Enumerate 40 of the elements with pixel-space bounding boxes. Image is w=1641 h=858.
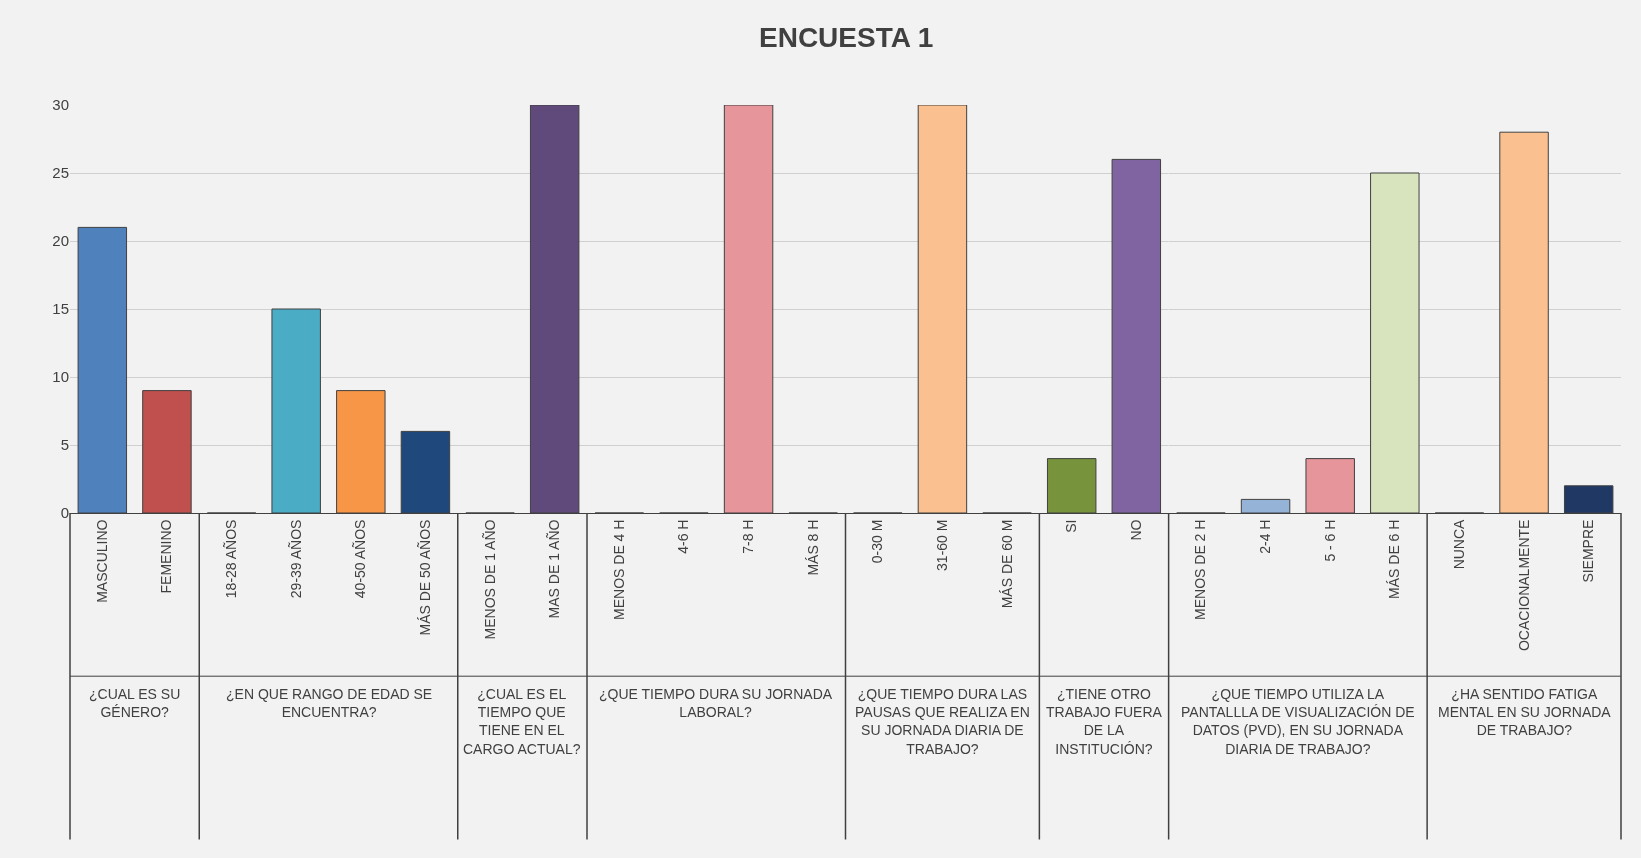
x-tick-label: 2-4 H [1257, 519, 1274, 554]
x-tick-label: MENOS DE 1 AÑO [481, 519, 498, 640]
x-tick-label: NUNCA [1450, 518, 1467, 570]
x-tick-label: 31-60 M [933, 519, 950, 571]
y-tick-label: 25 [52, 164, 69, 182]
x-tick-label: MAS DE 1 AÑO [546, 519, 563, 619]
x-tick-label: 18-28 AÑOS [223, 519, 240, 599]
x-tick-label: 0-30 M [869, 519, 886, 564]
y-tick-label: 5 [60, 436, 69, 454]
x-tick-label: 29-39 AÑOS [287, 519, 304, 599]
y-tick-label: 20 [52, 232, 69, 250]
x-tick-label: 7-8 H [740, 519, 757, 554]
x-tick-label: SI [1063, 519, 1080, 533]
x-axis-title: ¿QUE TIEMPO DURA SU JORNADA LABORAL? [599, 686, 833, 721]
x-tick-label: MÁS DE 6 H [1386, 519, 1403, 599]
x-axis-title: ¿QUE TIEMPO UTILIZA LA PANTALLLA DE VISUALIZACIÓN DE DATOS (PVD), EN SU JORNADA DIARIA DE TRABAJO? [1181, 686, 1415, 757]
x-axis-title: ¿EN QUE RANGO DE EDAD SE ENCUENTRA? [226, 686, 433, 721]
x-axis-title: ¿QUE TIEMPO DURA LAS PAUSAS QUE REALIZA EN SU JORNADA DIARIA DE TRABAJO? [855, 686, 1030, 757]
y-tick-label: 10 [52, 368, 69, 386]
x-tick-label: 4-6 H [675, 519, 692, 554]
x-tick-label: OCACIONALMENTE [1515, 519, 1532, 652]
x-tick-label: MENOS DE 2 H [1192, 519, 1209, 620]
y-tick-label: 15 [52, 300, 69, 318]
x-tick-label: MÁS 8 H [804, 519, 821, 576]
x-tick-label: MÁS DE 60 M [998, 519, 1015, 609]
x-axis-title: ¿CUAL ES SU GÉNERO? [89, 686, 181, 721]
x-tick-label: MÁS DE 50 AÑOS [416, 519, 433, 636]
x-axis-title: ¿CUAL ES EL TIEMPO QUE TIENE EN EL CARGO ACTUAL? [463, 686, 581, 757]
x-axis-title: ¿TIENE OTRO TRABAJO FUERA DE LA INSTITUCIÓN? [1046, 686, 1163, 757]
x-tick-label: SIEMPRE [1580, 519, 1597, 583]
y-tick-label: 0 [60, 504, 69, 522]
y-tick-label: 30 [52, 96, 69, 114]
x-tick-label: FEMENINO [158, 519, 175, 594]
x-tick-label: MASCULINO [93, 519, 110, 603]
x-tick-label: 5 - 6 H [1321, 519, 1338, 562]
x-tick-label: MENOS DE 4 H [610, 519, 627, 620]
x-tick-label: 40-50 AÑOS [352, 519, 369, 599]
chart-title: ENCUESTA 1 [759, 22, 934, 53]
x-axis-title: ¿HA SENTIDO FATIGA MENTAL EN SU JORNADA DE TRABAJO? [1438, 686, 1612, 739]
x-tick-label: NO [1127, 519, 1144, 541]
